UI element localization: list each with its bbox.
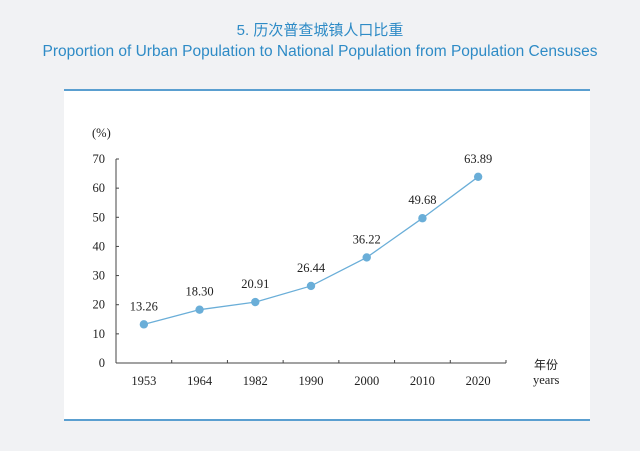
data-point xyxy=(473,172,483,182)
chart-title-en: Proportion of Urban Population to Nation… xyxy=(42,43,598,60)
x-tick-label: 2020 xyxy=(466,374,491,388)
x-axis-label-cn: 年份 xyxy=(534,358,558,372)
y-axis-label: (%) xyxy=(92,126,111,140)
chart-title-cn: 5. 历次普查城镇人口比重 xyxy=(236,22,404,39)
data-point xyxy=(306,281,316,291)
x-tick-label: 1964 xyxy=(187,374,213,388)
data-label: 63.89 xyxy=(464,152,492,166)
data-label: 13.26 xyxy=(130,299,158,313)
y-tick-label: 50 xyxy=(93,210,106,224)
x-tick-label: 1953 xyxy=(131,374,156,388)
data-label: 36.22 xyxy=(353,232,381,246)
y-tick-label: 20 xyxy=(93,298,106,312)
y-tick-label: 70 xyxy=(93,152,106,166)
data-point xyxy=(418,214,427,223)
data-label: 18.30 xyxy=(186,285,214,299)
data-label: 49.68 xyxy=(408,193,436,207)
x-tick-label: 2000 xyxy=(354,374,379,388)
x-tick-label: 1990 xyxy=(299,374,324,388)
data-point xyxy=(139,320,149,329)
y-tick-label: 30 xyxy=(93,269,106,283)
y-tick-label: 10 xyxy=(93,327,106,341)
y-tick-label: 60 xyxy=(93,181,106,195)
data-label: 20.91 xyxy=(241,277,269,291)
data-point xyxy=(251,297,260,307)
data-label: 26.44 xyxy=(297,261,326,275)
x-tick-label: 1982 xyxy=(243,374,268,388)
y-tick-label: 40 xyxy=(93,239,106,253)
chart-panel xyxy=(64,89,590,421)
x-tick-label: 2010 xyxy=(410,374,435,388)
data-point xyxy=(362,253,371,262)
y-tick-label: 0 xyxy=(99,356,105,370)
data-point xyxy=(195,305,204,314)
x-axis-label-en: years xyxy=(533,373,560,387)
